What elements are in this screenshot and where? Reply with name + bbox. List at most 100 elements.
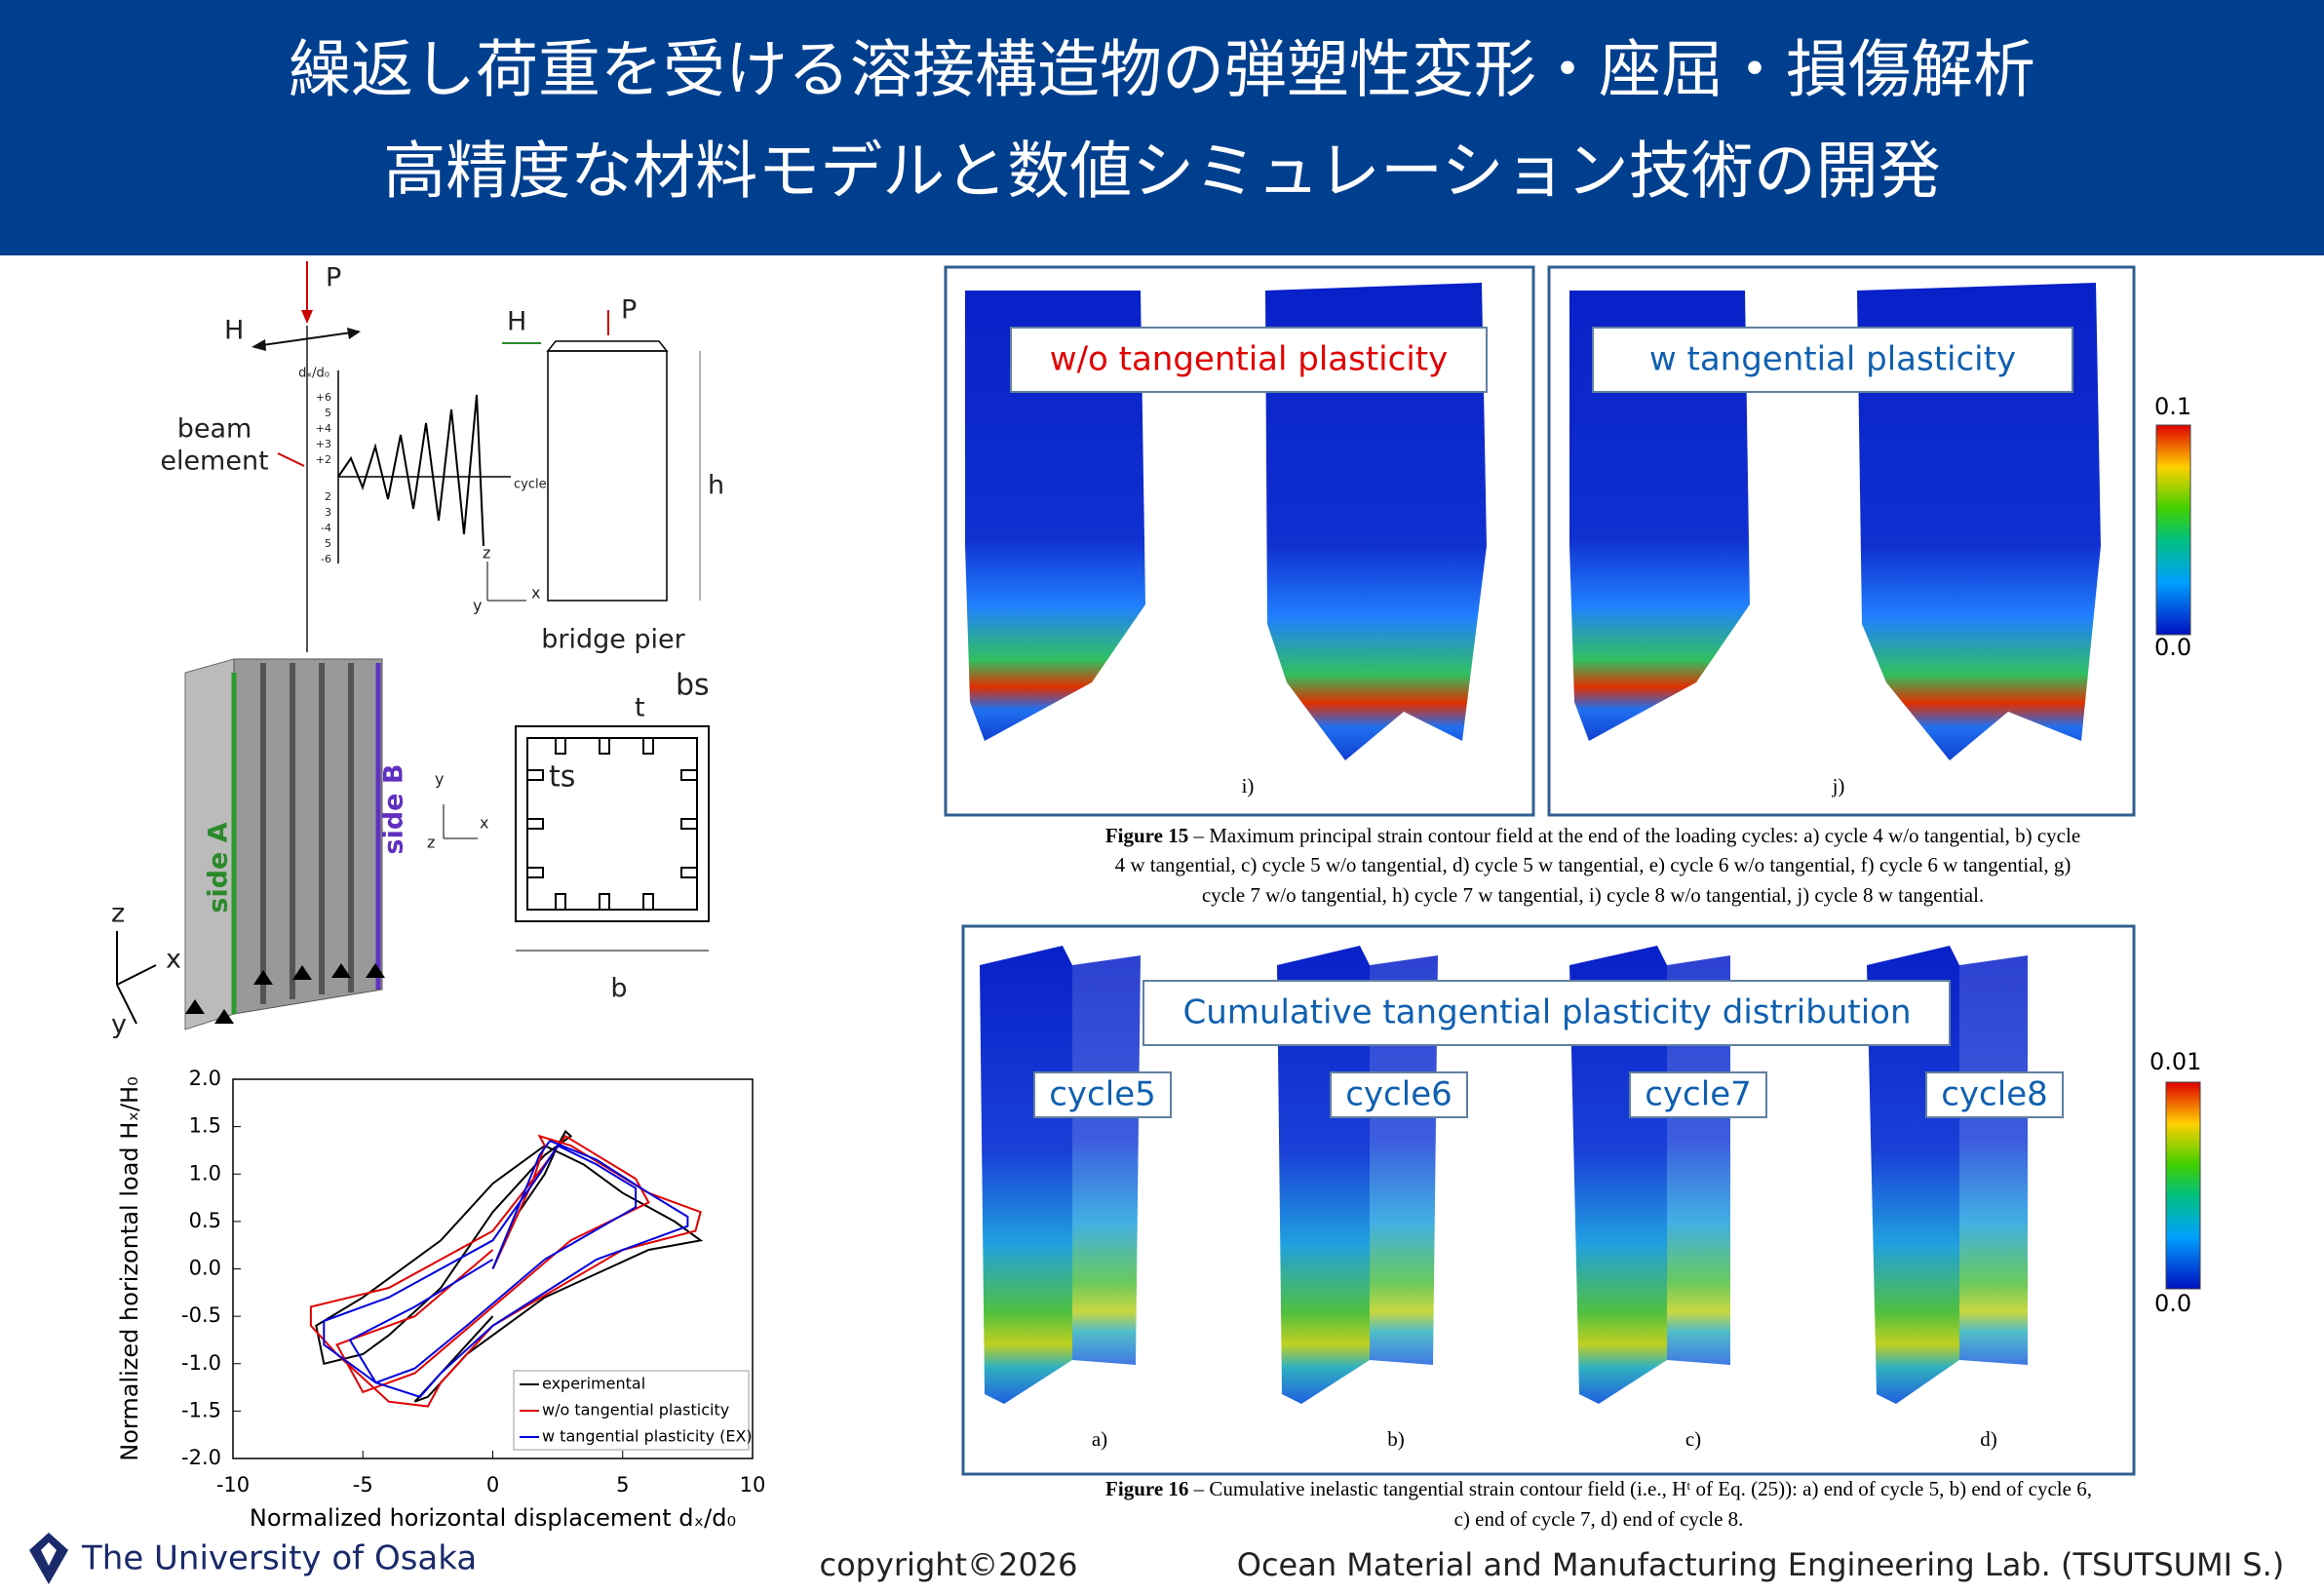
y-tick-label: 1.5: [189, 1114, 221, 1138]
title-line: 高精度な材料モデルと数値シミュレーション技術の開発: [383, 136, 1940, 209]
caption-text: cycle 7 w/o tangential, h) cycle 7 w tan…: [1202, 883, 1984, 907]
figure-16: Cumulative tangential plasticity distrib…: [961, 924, 2201, 1531]
label: H: [224, 316, 244, 346]
lab-name: Ocean Material and Manufacturing Enginee…: [1237, 1546, 2284, 1583]
panel-label: w tangential plasticity: [1649, 340, 2016, 379]
y-tick-label: -2.0: [181, 1446, 221, 1469]
cyclic-tick-label: 2: [325, 490, 331, 503]
caption-text: – Maximum principal strain contour field…: [1192, 824, 2080, 847]
figure-15: w/o tangential plasticity w tangential p…: [944, 265, 2191, 907]
legend-label: w tangential plasticity (EX): [542, 1427, 753, 1446]
subfigure-label: j): [1832, 774, 1845, 797]
label: beam: [177, 414, 252, 445]
cycle-label: cycle6: [1345, 1075, 1452, 1114]
cycle-box: [1925, 1071, 2064, 1118]
panel-label: w/o tangential plasticity: [1050, 340, 1448, 379]
cyclic-tick-label: 5: [325, 407, 331, 419]
y-tick-label: 0.0: [189, 1257, 221, 1280]
hysteresis-chart: 2.0 1.5 1.0 0.5 0.0 -0.5 -1.0 -1.5 -2.0 -10 -5 0 5 10…: [116, 1067, 765, 1532]
label: ts: [549, 760, 575, 795]
label: x: [166, 945, 181, 975]
caption: Figure 16 – Cumulative inelastic tangent…: [1105, 1477, 2092, 1500]
cyclic-tick-label: +6: [316, 391, 331, 404]
caption: Figure 15 – Maximum principal strain con…: [1105, 824, 2080, 847]
university-logo: The University of Osaka: [81, 1539, 477, 1578]
y-tick-label: -1.0: [181, 1351, 221, 1375]
title-line: 繰返し荷重を受ける溶接構造物の弾塑性変形・座屈・損傷解析: [289, 35, 2035, 107]
cyclic-tick-label: 5: [325, 537, 331, 550]
cycle-box: [1033, 1071, 1172, 1118]
x-tick-label: 0: [486, 1473, 499, 1497]
colorbar-label: 0.0: [2154, 1290, 2191, 1317]
subfigure-label: d): [1980, 1427, 1997, 1451]
x-tick-label: -5: [353, 1473, 373, 1497]
cyclic-tick-label: +2: [316, 453, 331, 466]
panel-label: Cumulative tangential plasticity distrib…: [1182, 993, 1911, 1032]
colorbar-label: 0.1: [2154, 393, 2191, 420]
series-line: [315, 1129, 704, 1403]
header-bar: [0, 0, 2324, 255]
label: y: [435, 770, 444, 789]
structure-diagram: P H beam element dₓ/d₀ +65+4+3+223-45-6 …: [111, 261, 724, 1040]
label: side A: [204, 822, 234, 913]
label: y: [473, 597, 482, 615]
cycle-label: cycle7: [1645, 1075, 1752, 1114]
cycle-label: cycle5: [1049, 1075, 1156, 1114]
y-tick-label: -1.5: [181, 1398, 221, 1421]
cyclic-tick-label: 3: [325, 506, 331, 519]
colorbar-label: 0.0: [2154, 634, 2191, 661]
copyright: copyright©2026: [819, 1546, 1077, 1583]
label: P: [621, 295, 637, 326]
caption-text: 4 w tangential, c) cycle 5 w/o tangentia…: [1115, 853, 2072, 876]
label: P: [326, 263, 341, 293]
x-axis-label: Normalized horizontal displacement dₓ/d₀: [250, 1504, 736, 1532]
label: z: [111, 899, 125, 929]
label: dₓ/d₀: [298, 367, 329, 381]
label: b: [610, 974, 627, 1004]
label: side B: [379, 764, 409, 855]
subfigure-label: c): [1685, 1427, 1701, 1451]
legend: [513, 1370, 750, 1451]
label: x: [531, 584, 540, 603]
caption-text: – Cumulative inelastic tangential strain…: [1193, 1477, 2092, 1500]
label: x: [480, 814, 488, 833]
caption-label: Figure 15: [1105, 824, 1188, 847]
y-tick-label: 0.5: [189, 1209, 221, 1232]
subfigure-label: a): [1092, 1427, 1107, 1451]
caption-text: c) end of cycle 7, d) end of cycle 8.: [1454, 1507, 1744, 1531]
label: element: [160, 447, 268, 477]
label: h: [708, 471, 724, 501]
cyclic-tick-label: +3: [316, 438, 331, 450]
cycle-box: [1330, 1071, 1468, 1118]
y-axis-label: Normalized horizontal load Hₓ/H₀: [116, 1076, 143, 1460]
y-tick-label: 2.0: [189, 1067, 221, 1090]
footer: The University of Osaka copyright©2026 O…: [29, 1533, 2284, 1584]
caption-label: Figure 16: [1105, 1477, 1188, 1500]
label: H: [507, 307, 526, 337]
subfigure-label: b): [1387, 1427, 1405, 1451]
series-line: [323, 1139, 689, 1398]
legend-label: w/o tangential plasticity: [542, 1401, 729, 1419]
subfigure-label: i): [1242, 774, 1255, 797]
label: cycle: [514, 478, 547, 492]
cyclic-tick-label: -6: [321, 553, 331, 565]
label: z: [483, 544, 490, 563]
cycle-label: cycle8: [1941, 1075, 2048, 1114]
x-tick-label: 10: [740, 1473, 766, 1497]
label: y: [111, 1010, 127, 1040]
x-tick-label: -10: [216, 1473, 250, 1497]
cycle-box: [1629, 1071, 1767, 1118]
label: z: [427, 834, 435, 852]
label: bs: [676, 669, 710, 703]
cyclic-tick-label: +4: [316, 422, 331, 435]
y-tick-label: 1.0: [189, 1161, 221, 1185]
legend-label: experimental: [542, 1375, 645, 1393]
label: t: [635, 693, 645, 723]
colorbar-label: 0.01: [2150, 1048, 2201, 1075]
x-tick-label: 5: [616, 1473, 629, 1497]
label: bridge pier: [541, 625, 685, 655]
cyclic-tick-label: -4: [321, 522, 331, 534]
y-tick-label: -0.5: [181, 1303, 221, 1327]
